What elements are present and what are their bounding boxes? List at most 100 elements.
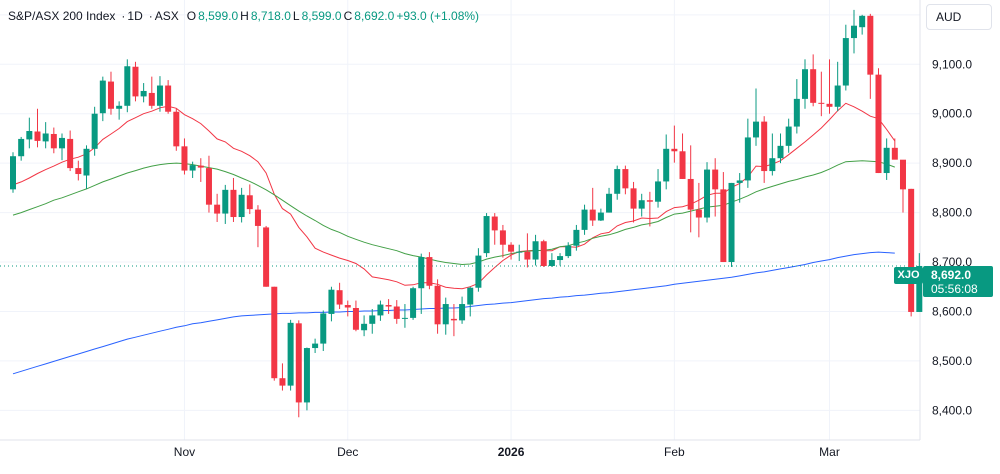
y-tick-label: 8,600.0 <box>932 304 972 318</box>
candle <box>867 13 874 99</box>
candle-body <box>532 241 539 260</box>
candle <box>687 145 694 233</box>
candle-body <box>826 103 833 107</box>
y-tick-label: 9,000.0 <box>932 107 972 121</box>
candle-body <box>34 131 41 141</box>
candle-body <box>491 216 498 231</box>
symbol-title[interactable]: S&P/ASX 200 Index <box>8 9 116 23</box>
candle <box>663 134 670 190</box>
candle-body <box>850 25 857 39</box>
candle-body <box>393 306 400 319</box>
candle <box>271 286 278 381</box>
last-price-tag: 8,692.0 05:56:08 <box>923 266 993 297</box>
candle <box>810 54 817 107</box>
candle <box>377 300 384 321</box>
candle <box>442 297 449 335</box>
candle-body <box>622 169 629 189</box>
candle-body <box>818 102 825 104</box>
y-tick-label: 8,700.0 <box>932 255 972 269</box>
candle-body <box>156 85 163 106</box>
candle <box>10 152 16 193</box>
candle <box>222 184 229 224</box>
candle-body <box>426 257 433 286</box>
candle-body <box>303 348 310 403</box>
candle <box>875 68 882 174</box>
symbol-header[interactable]: S&P/ASX 200 Index · 1D · ASX O 8,599.0 H 8,718.0… <box>8 9 481 23</box>
plot-area <box>0 0 920 440</box>
candle-body <box>287 322 294 386</box>
candle <box>728 182 735 267</box>
candle-body <box>401 317 408 319</box>
candle-body <box>83 148 90 176</box>
y-tick-label: 9,100.0 <box>932 57 972 71</box>
candle-body <box>728 182 735 263</box>
candle-body <box>557 256 564 261</box>
y-tick-label: 8,400.0 <box>932 403 972 417</box>
candle <box>197 158 204 182</box>
exchange-label: ASX <box>154 9 179 23</box>
candle <box>426 252 433 290</box>
candle <box>336 282 343 309</box>
time-axis[interactable]: Nov Dec 2026 Feb Mar <box>174 445 840 459</box>
candle <box>369 308 376 334</box>
candle <box>589 187 596 226</box>
bar-countdown: 05:56:08 <box>931 282 978 296</box>
candle-body <box>140 90 147 97</box>
candle <box>124 59 131 113</box>
candle-body <box>548 260 555 266</box>
candle-body <box>589 209 596 221</box>
open-key: O <box>186 9 197 23</box>
symbol-tag: XJO <box>894 267 923 284</box>
candle-body <box>312 343 319 349</box>
candle-body <box>475 255 482 288</box>
candle <box>410 286 417 320</box>
candle-body <box>124 66 131 106</box>
candle <box>140 83 147 103</box>
candle <box>42 122 49 149</box>
close-value: 8,692.0 <box>354 9 395 23</box>
candle-body <box>614 169 621 194</box>
y-tick-label: 8,800.0 <box>932 206 972 220</box>
candle-body <box>842 38 849 86</box>
candle <box>793 79 800 134</box>
candle <box>638 193 645 217</box>
candle <box>899 159 906 213</box>
candle-body <box>777 145 784 159</box>
candle-body <box>704 169 711 218</box>
candle-body <box>336 290 343 305</box>
candle <box>491 213 498 245</box>
interval-label[interactable]: 1D <box>127 9 143 23</box>
candle <box>712 158 719 217</box>
close-key: C <box>343 9 353 23</box>
candle <box>720 172 727 263</box>
candle <box>581 204 588 235</box>
high-key: H <box>240 9 249 23</box>
change-value: +93.0 (+1.08%) <box>396 9 480 23</box>
price-axis[interactable]: 8,400.0 8,500.0 8,600.0 8,700.0 8,800.0 8,900… <box>932 8 972 418</box>
candle <box>67 130 74 172</box>
candle <box>557 253 564 266</box>
low-value: 8,599.0 <box>301 9 342 23</box>
candle-body <box>75 168 82 175</box>
y-tick-label: 8,900.0 <box>932 156 972 170</box>
candle-body <box>753 121 760 138</box>
candle <box>483 213 490 258</box>
candle-body <box>679 151 686 179</box>
candle <box>769 133 776 176</box>
candle-body <box>230 189 237 218</box>
candle <box>679 133 686 179</box>
candle-body <box>744 137 751 181</box>
candle-body <box>42 133 49 142</box>
candle <box>254 205 261 248</box>
candle <box>263 225 270 287</box>
candle-body <box>908 188 915 312</box>
candle <box>312 338 319 353</box>
currency-button[interactable]: AUD <box>926 4 992 30</box>
candle <box>303 347 310 411</box>
candle <box>181 138 188 175</box>
high-value: 8,718.0 <box>250 9 291 23</box>
candle-body <box>377 304 384 316</box>
candle-body <box>99 80 106 114</box>
